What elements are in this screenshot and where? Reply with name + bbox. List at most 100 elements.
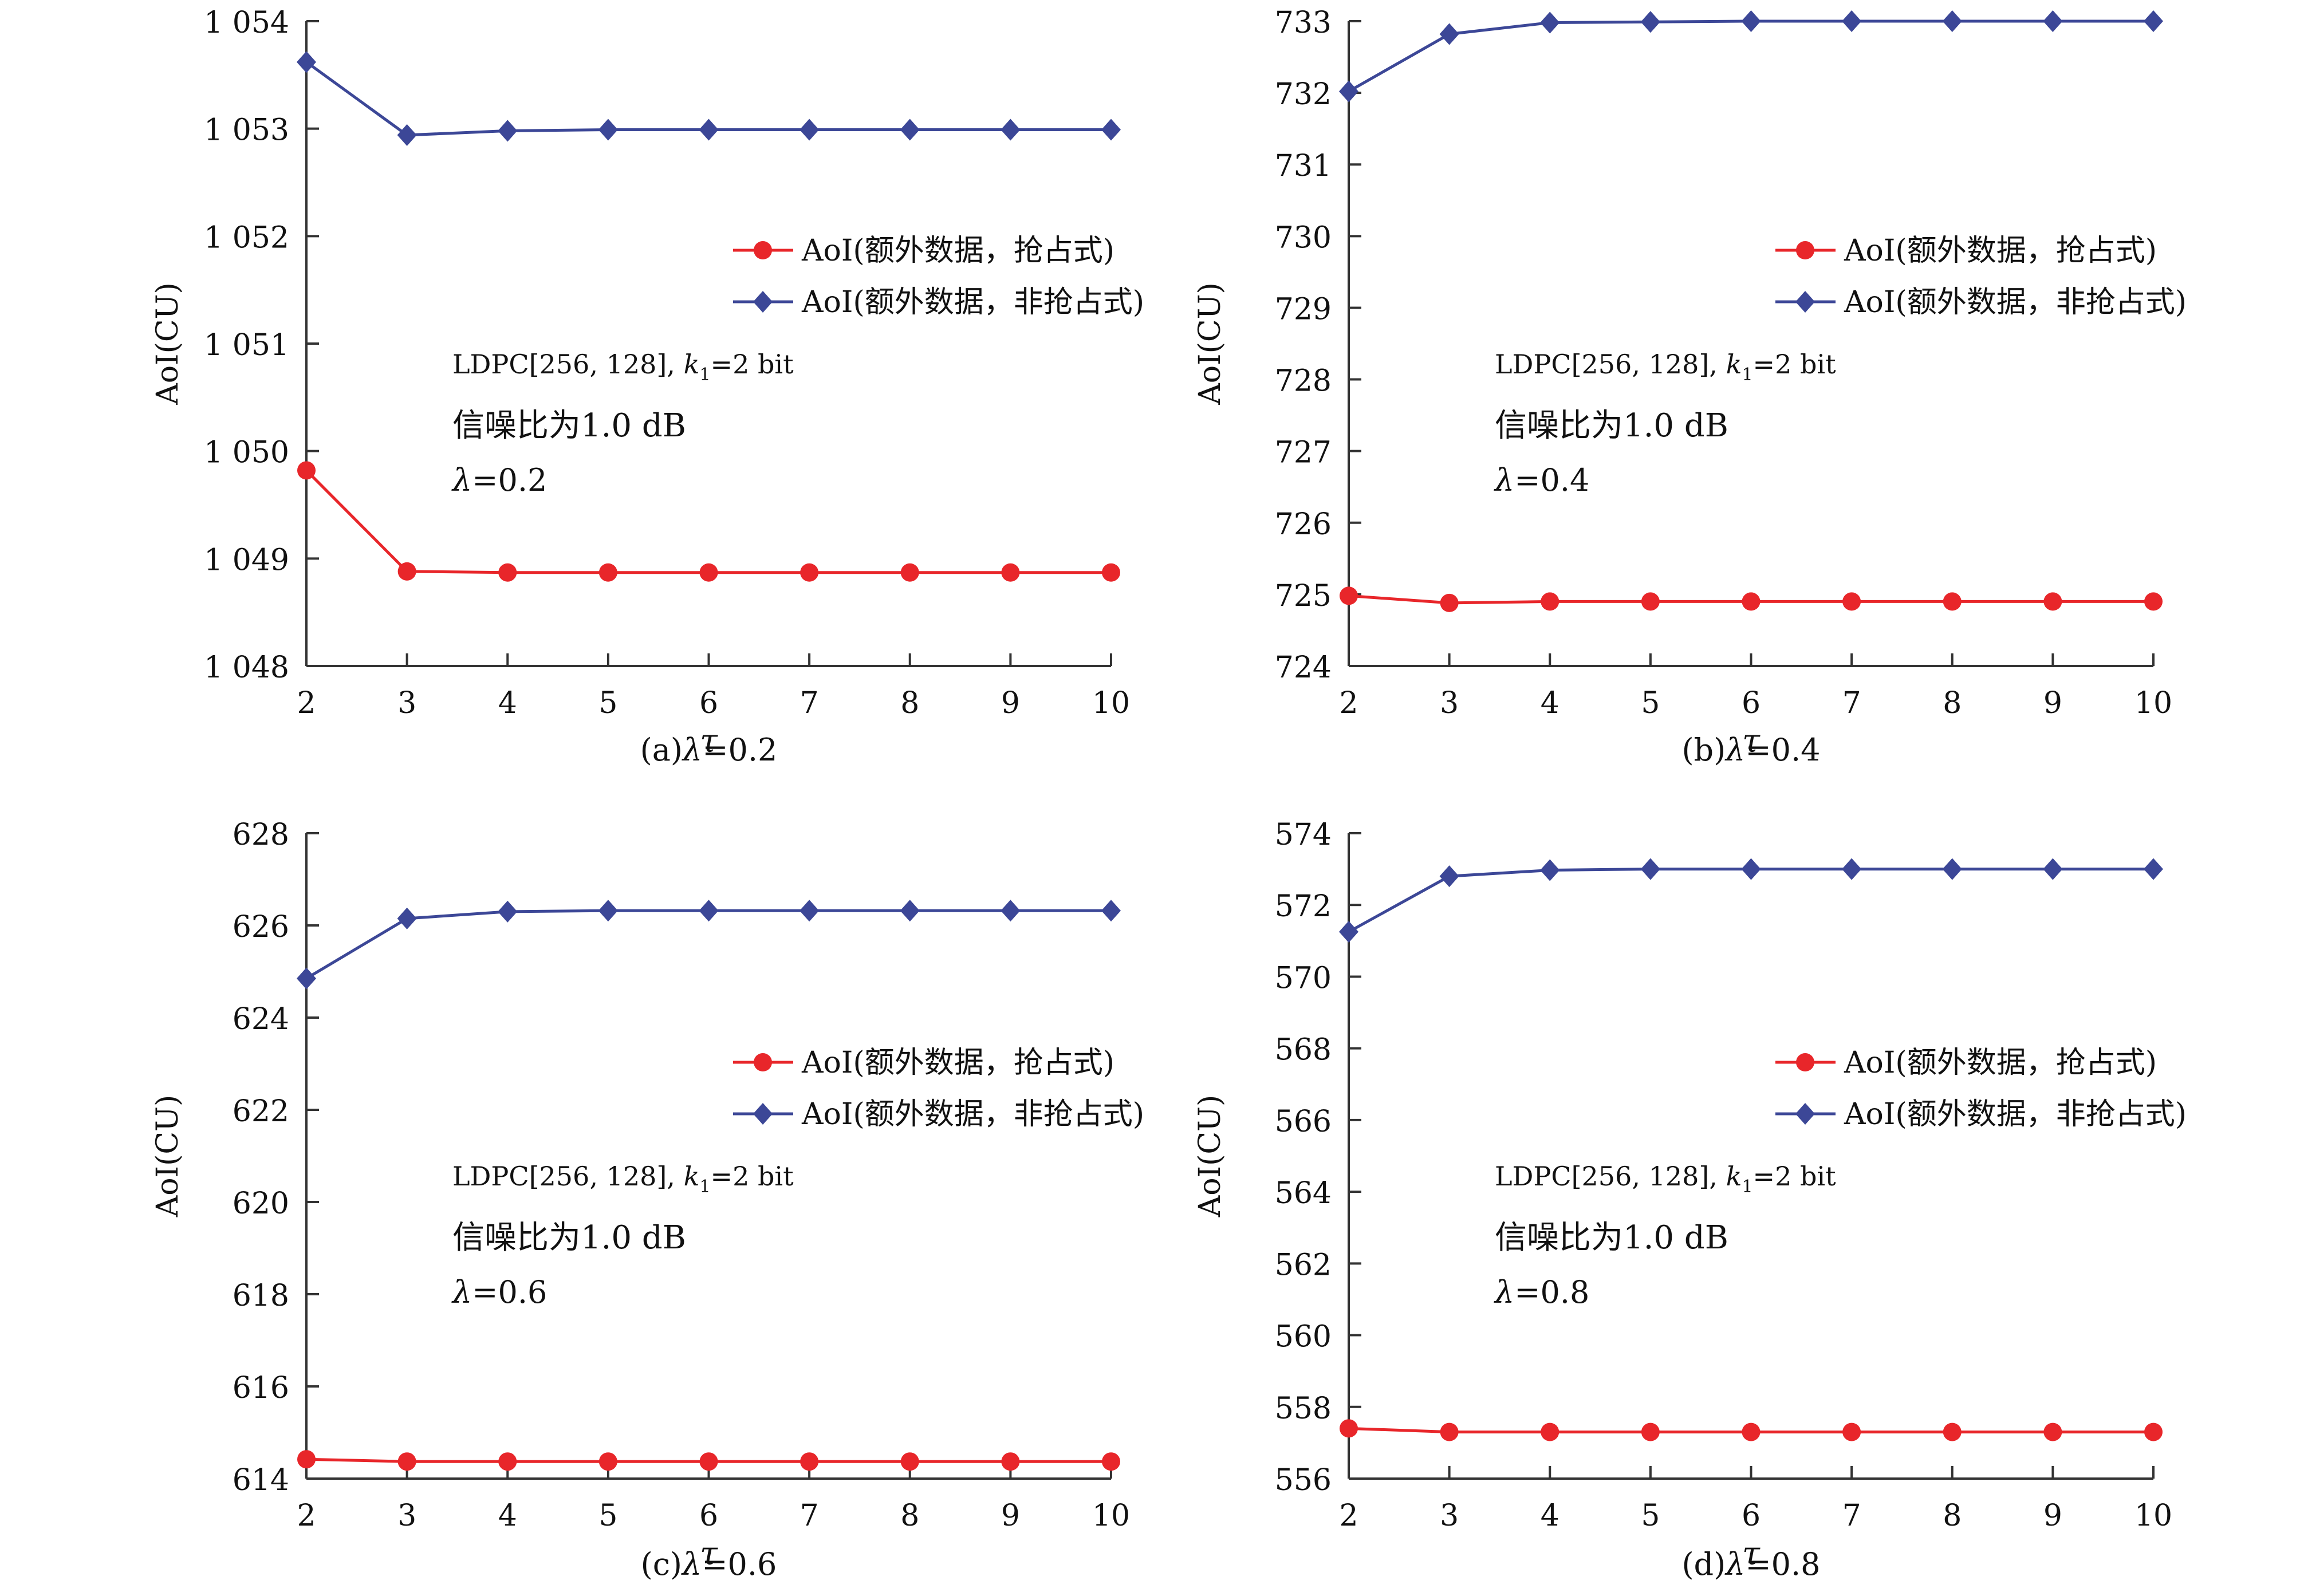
- caption-lambda: λ: [682, 732, 702, 768]
- annotation-k-symbol: k: [1726, 1161, 1742, 1192]
- legend-marker: [1795, 291, 1815, 313]
- data-point-non-preemptive: [1942, 10, 1962, 32]
- data-point-preemptive: [1842, 592, 1861, 611]
- data-point-non-preemptive: [297, 51, 316, 73]
- data-point-non-preemptive: [1640, 858, 1660, 880]
- caption-value: =0.2: [702, 732, 777, 768]
- y-tick-label: 564: [1275, 1176, 1332, 1211]
- annotation-lambda-symbol: λ: [1494, 462, 1514, 498]
- annotation-code-prefix: LDPC[256, 128],: [1495, 1161, 1726, 1192]
- annotation-k-symbol: k: [684, 1161, 700, 1192]
- data-point-non-preemptive: [397, 124, 417, 146]
- x-tick-label: 9: [1001, 1499, 1020, 1533]
- x-tick-label: 5: [1641, 1499, 1660, 1533]
- x-tick-label: 10: [1092, 1499, 1130, 1533]
- data-point-preemptive: [1742, 1422, 1761, 1441]
- y-tick-label: 562: [1275, 1248, 1332, 1282]
- data-point-preemptive: [598, 1452, 617, 1471]
- x-tick-label: 7: [800, 686, 819, 720]
- data-point-preemptive: [1102, 563, 1120, 582]
- legend-label: AoI(额外数据，抢占式): [1844, 234, 2157, 268]
- y-axis-label: AoI(CU): [151, 1095, 185, 1218]
- x-tick-label: 10: [2134, 686, 2172, 720]
- x-tick-label: 9: [1001, 686, 1020, 720]
- data-point-non-preemptive: [1942, 858, 1962, 880]
- x-tick-label: 9: [2043, 1499, 2062, 1533]
- annotation-lambda-value: =0.4: [1514, 462, 1589, 498]
- y-tick-label: 568: [1275, 1033, 1332, 1067]
- annotation-k-value: =2 bit: [1753, 349, 1837, 380]
- annotation-code-prefix: LDPC[256, 128],: [452, 1161, 684, 1192]
- data-point-preemptive: [699, 563, 718, 582]
- legend-marker: [754, 241, 772, 259]
- annotation-code: LDPC[256, 128], k1=2 bit: [1495, 349, 1836, 385]
- x-tick-label: 5: [598, 1499, 617, 1533]
- y-tick-label: 728: [1275, 364, 1332, 399]
- y-tick-label: 731: [1275, 149, 1332, 183]
- annotation-k-sub: 1: [699, 1177, 710, 1197]
- annotation-lambda-value: =0.8: [1514, 1274, 1589, 1310]
- x-tick-label: 6: [699, 1499, 718, 1533]
- y-tick-label: 620: [233, 1187, 289, 1221]
- data-point-non-preemptive: [2144, 858, 2163, 880]
- data-point-preemptive: [2144, 592, 2163, 611]
- x-tick-label: 3: [1440, 1499, 1459, 1533]
- legend-label: AoI(额外数据，非抢占式): [1844, 1097, 2187, 1132]
- y-tick-label: 1 049: [204, 543, 289, 577]
- y-tick-label: 558: [1275, 1392, 1332, 1426]
- data-point-non-preemptive: [900, 900, 920, 922]
- y-axis-label: AoI(CU): [1193, 1095, 1227, 1218]
- x-tick-label: 7: [800, 1499, 819, 1533]
- y-tick-label: 724: [1275, 651, 1332, 685]
- annotation-snr: 信噪比为1.0 dB: [452, 1219, 686, 1256]
- data-point-non-preemptive: [1741, 10, 1761, 32]
- data-point-non-preemptive: [2144, 10, 2163, 32]
- data-point-non-preemptive: [598, 900, 618, 922]
- annotation-k-value: =2 bit: [1753, 1161, 1837, 1192]
- data-point-preemptive: [800, 1452, 819, 1471]
- data-point-non-preemptive: [699, 900, 719, 922]
- caption-prefix: (d): [1681, 1546, 1726, 1582]
- chart-panel: 556 558 560 562 564 566 568 570 572 574 2 3 4 5 6 7 8 9 10…: [1193, 818, 2187, 1582]
- data-point-non-preemptive: [1439, 23, 1459, 45]
- y-tick-label: 1 050: [204, 436, 289, 470]
- data-point-non-preemptive: [498, 900, 518, 923]
- y-tick-label: 616: [233, 1371, 289, 1405]
- data-point-preemptive: [397, 1452, 416, 1471]
- x-tick-label: 4: [1541, 1499, 1559, 1533]
- y-tick-label: 1 054: [204, 6, 289, 40]
- data-point-preemptive: [1541, 1422, 1559, 1441]
- annotation-lambda-symbol: λ: [451, 462, 472, 498]
- y-tick-label: 725: [1275, 579, 1332, 613]
- data-point-preemptive: [1001, 1452, 1020, 1471]
- legend-label: AoI(额外数据，抢占式): [1844, 1046, 2157, 1080]
- caption-lambda: λ: [1724, 732, 1745, 768]
- annotation-k-value: =2 bit: [711, 349, 794, 380]
- y-tick-label: 1 052: [204, 220, 289, 255]
- data-point-non-preemptive: [1540, 859, 1560, 881]
- data-point-preemptive: [2144, 1422, 2163, 1441]
- x-tick-label: 8: [1943, 1499, 1962, 1533]
- y-tick-label: 566: [1275, 1105, 1332, 1139]
- caption-value: =0.8: [1745, 1546, 1820, 1582]
- annotation-snr: 信噪比为1.0 dB: [452, 407, 686, 444]
- data-point-preemptive: [900, 1452, 919, 1471]
- y-tick-label: 729: [1275, 292, 1332, 326]
- data-point-preemptive: [1943, 1422, 1962, 1441]
- data-point-preemptive: [800, 563, 819, 582]
- x-tick-label: 2: [1339, 686, 1358, 720]
- x-tick-label: 3: [397, 686, 416, 720]
- legend-label: AoI(额外数据，抢占式): [801, 234, 1114, 268]
- legend-label: AoI(额外数据，非抢占式): [801, 1097, 1144, 1132]
- x-tick-label: 9: [2043, 686, 2062, 720]
- data-point-preemptive: [1340, 586, 1358, 605]
- x-tick-label: 3: [397, 1499, 416, 1533]
- y-tick-label: 570: [1275, 961, 1332, 995]
- legend-marker: [754, 1053, 772, 1071]
- caption-prefix: (b): [1681, 732, 1726, 768]
- legend-marker: [753, 291, 773, 313]
- annotation-snr: 信噪比为1.0 dB: [1495, 407, 1728, 444]
- data-point-non-preemptive: [1339, 80, 1358, 103]
- data-point-preemptive: [1541, 592, 1559, 611]
